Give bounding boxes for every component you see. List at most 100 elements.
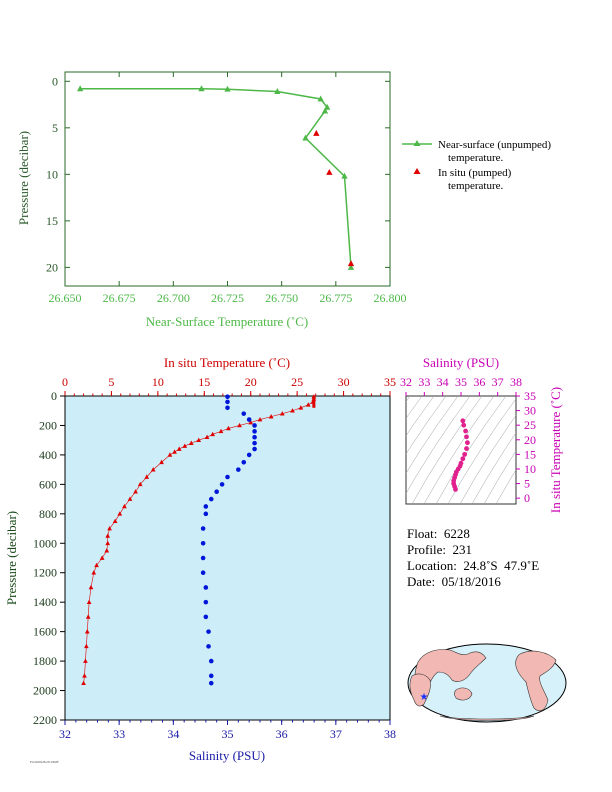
salinity-tick-label: 34 xyxy=(167,727,179,741)
salinity-point xyxy=(219,482,225,487)
salinity-point xyxy=(252,440,257,446)
temperature-point xyxy=(237,422,242,428)
temperature-point xyxy=(85,614,91,619)
top-y-tick-label: 5 xyxy=(52,121,58,135)
ts-point xyxy=(464,434,469,440)
salinity-point xyxy=(208,658,214,664)
density-isoline xyxy=(406,396,447,455)
top-x-tick-label: 26.675 xyxy=(103,291,136,305)
map-land-antarctica xyxy=(439,715,535,721)
temperature-point xyxy=(86,599,92,605)
temperature-point xyxy=(268,414,274,419)
temperature-point xyxy=(91,570,97,575)
pressure-tick-label: 2200 xyxy=(33,713,57,727)
salinity-point xyxy=(252,423,257,428)
top-y-tick-label: 0 xyxy=(52,74,58,88)
salinity-point xyxy=(252,429,257,434)
temperature-surface-marker xyxy=(312,396,316,408)
temperature-point xyxy=(82,673,87,678)
ts-x-axis-label: Salinity (PSU) xyxy=(423,355,499,370)
temp-tick-label: 5 xyxy=(108,375,114,389)
temperature-point xyxy=(122,503,127,509)
density-isoline xyxy=(406,396,471,494)
temperature-point xyxy=(188,440,194,445)
salinity-point xyxy=(214,489,219,495)
pressure-tick-label: 400 xyxy=(39,448,57,462)
nearsurface-line xyxy=(80,87,352,268)
salinity-point xyxy=(203,511,209,517)
legend-marker-nearsurface xyxy=(413,140,421,146)
profile-chart: 0 5 10 15 20 25 30 35 32 33 34 35 36 37 38 0 200 400 600… xyxy=(4,355,396,763)
salinity-point xyxy=(203,599,209,605)
salinity-point xyxy=(208,673,214,679)
ts-salinity-tick-label: 35 xyxy=(455,375,467,389)
temperature-point xyxy=(204,434,210,440)
salinity-point xyxy=(241,459,247,465)
temperature-point xyxy=(94,562,99,568)
salinity-point xyxy=(200,540,206,546)
legend-label-insitu-1: In situ (pumped) xyxy=(438,167,512,179)
pressure-tick-label: 2000 xyxy=(33,684,57,698)
temperature-point xyxy=(298,405,304,410)
profile-plot-area xyxy=(64,395,391,721)
pressure-tick-label: 1800 xyxy=(33,654,57,668)
density-isoline xyxy=(406,396,459,474)
ts-temperature-tick-label: 5 xyxy=(524,477,530,491)
temperature-point xyxy=(112,518,118,524)
density-isoline xyxy=(459,414,516,504)
density-isoline xyxy=(483,450,516,504)
pressure-tick-label: 800 xyxy=(39,507,57,521)
pressure-tick-label: 200 xyxy=(39,418,57,432)
top-x-tick-label: 26.800 xyxy=(374,291,407,305)
salinity-point xyxy=(203,585,209,590)
ts-points xyxy=(451,418,470,492)
top-x-tick-label: 26.775 xyxy=(319,291,352,305)
ts-temperature-tick-label: 25 xyxy=(524,418,536,432)
top-series xyxy=(77,85,355,270)
ts-salinity-tick-label: 32 xyxy=(400,375,412,389)
pressure-tick-label: 1600 xyxy=(33,625,57,639)
insitu-point xyxy=(347,260,355,267)
temperature-point xyxy=(81,680,86,686)
ts-temperature-tick-label: 0 xyxy=(524,491,530,505)
salinity-tick-label: 36 xyxy=(276,727,288,741)
top-x-tick-label: 26.650 xyxy=(49,291,82,305)
profile-date: Date: 05/18/2016 xyxy=(407,574,501,589)
top-x-tick-label: 26.700 xyxy=(157,291,190,305)
nearsurface-point xyxy=(274,88,281,94)
ts-point xyxy=(463,428,468,434)
nearsurface-point xyxy=(317,95,324,102)
profile-number: Profile: 231 xyxy=(407,542,472,557)
temp-tick-label: 35 xyxy=(384,375,396,389)
salinity-point xyxy=(225,394,230,400)
temperature-point xyxy=(248,419,254,425)
temperature-point xyxy=(150,467,156,472)
density-isoline xyxy=(411,396,483,504)
salinity-point xyxy=(206,629,211,634)
profile-y-axis-label: Pressure (decibar) xyxy=(4,511,19,605)
ts-point xyxy=(461,422,467,428)
density-isoline xyxy=(435,396,507,504)
ts-salinity-tick-label: 38 xyxy=(510,375,522,389)
salinity-tick-label: 32 xyxy=(59,727,71,741)
density-isoline xyxy=(406,396,435,437)
top-x-ticks: 26.650 26.675 26.700 26.725 26.750 26.775 26.8… xyxy=(49,72,407,305)
salinity-point xyxy=(252,434,257,440)
temperature-axis-ticks: 0 5 10 15 20 25 30 35 xyxy=(62,375,396,396)
temperature-axis-label: In situ Temperature (˚C) xyxy=(164,355,290,370)
top-plot-frame xyxy=(64,71,391,287)
nearsurface-point xyxy=(224,85,231,92)
top-x-axis-label: Near-Surface Temperature (˚C) xyxy=(146,314,308,329)
float-info: Float: 6228 Profile: 231 Location: 24.8˚… xyxy=(407,526,539,590)
salinity-point xyxy=(200,555,206,561)
salinity-axis-label: Salinity (PSU) xyxy=(189,748,265,763)
temperature-point xyxy=(105,540,111,546)
temp-tick-label: 20 xyxy=(245,375,257,389)
temperature-point xyxy=(290,408,295,413)
temperature-point xyxy=(257,416,263,422)
ts-y-axis-label: In situ Temperature (˚C) xyxy=(548,387,563,513)
temperature-point xyxy=(279,411,285,416)
ts-point xyxy=(465,440,470,446)
